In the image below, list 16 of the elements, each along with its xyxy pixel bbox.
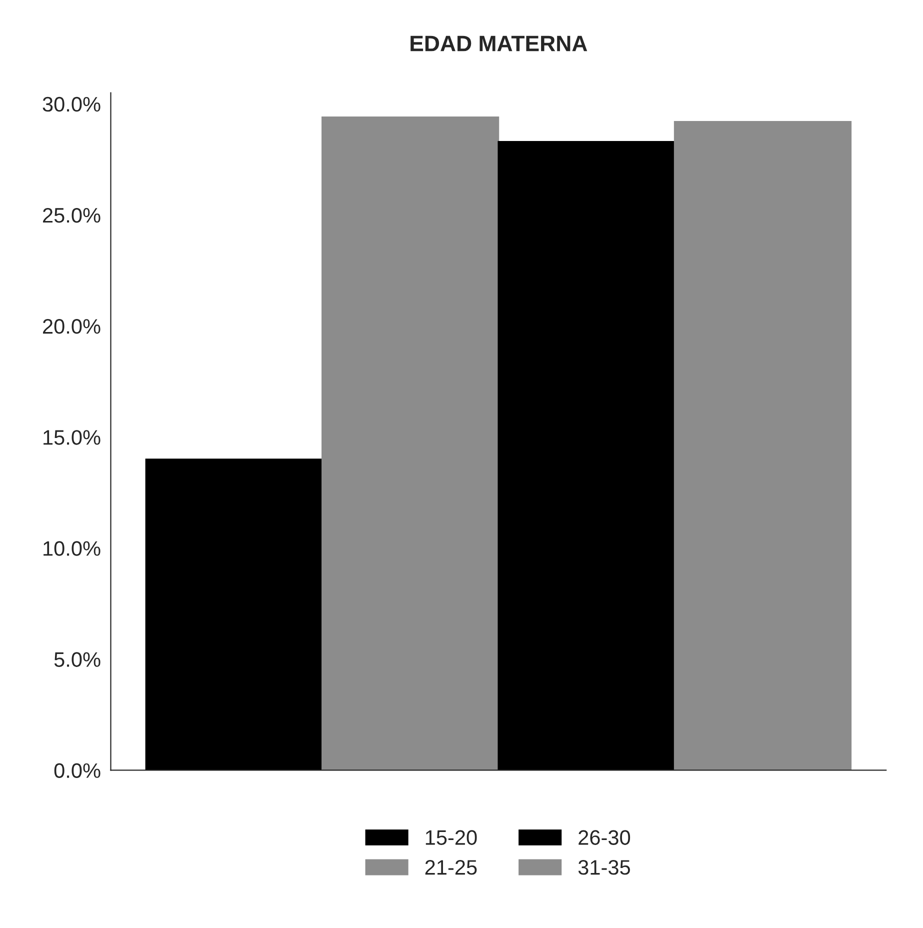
legend-label: 21-25: [425, 860, 477, 875]
y-tick-label: 5.0%: [54, 652, 100, 667]
bar: [145, 458, 323, 770]
legend-label: 15-20: [426, 830, 477, 845]
y-tick-label: 10.0%: [44, 541, 100, 556]
y-tick-label: 20.0%: [43, 319, 100, 334]
legend-label: 26-30: [578, 830, 630, 845]
bar: [322, 116, 500, 770]
legend-label: 31-35: [578, 860, 630, 875]
y-tick-label: 15.0%: [44, 430, 100, 445]
y-tick-label: 25.0%: [43, 208, 100, 223]
chart-title: EDAD MATERNA: [410, 36, 588, 52]
y-tick-label: 30.0%: [42, 96, 100, 112]
y-tick-label: 0.0%: [54, 763, 100, 778]
bar: [674, 120, 852, 770]
bar: [498, 140, 676, 770]
